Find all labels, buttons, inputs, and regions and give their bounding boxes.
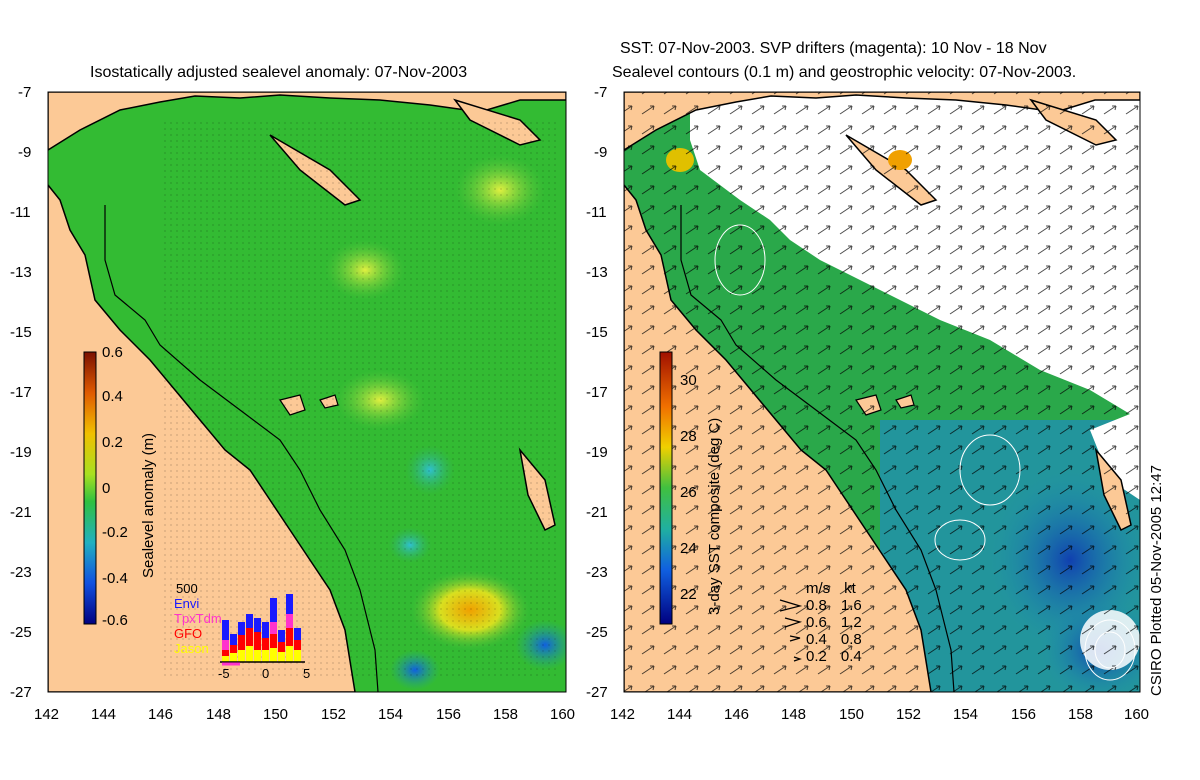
lat-tick: -21: [10, 504, 32, 521]
lat-tick: -19: [586, 444, 608, 461]
sst-colorbar-label: 3-day SST composite (deg C): [706, 417, 723, 615]
header-kt: kt: [844, 580, 856, 597]
colorbar-tick: 28: [680, 428, 697, 445]
inset-xtick: 0: [262, 666, 270, 681]
lon-tick: 156: [1011, 706, 1037, 723]
inset-xtick: -5: [218, 666, 230, 681]
lon-tick: 150: [839, 706, 865, 723]
lon-tick: 152: [896, 706, 922, 723]
lat-tick: -27: [586, 684, 608, 701]
geostrophic-velocity-arrows: [624, 92, 1140, 692]
right-map: [624, 92, 1140, 692]
lon-tick: 144: [667, 706, 693, 723]
colorbar-tick: 0.6: [102, 344, 123, 361]
lon-tick: 144: [91, 706, 117, 723]
inset-legend-gfo: GFO: [174, 626, 203, 641]
altimeter-tracks: [160, 120, 560, 680]
credit-text: CSIRO Plotted 05-Nov-2005 12:47: [1148, 465, 1165, 696]
inset-bars: [222, 594, 301, 662]
inset-legend-envi: Envi: [174, 596, 200, 611]
inset-legend-tpxtdm: TpxTdm: [174, 611, 222, 626]
left-panel-title: Isostatically adjusted sealevel anomaly:…: [90, 64, 468, 81]
lon-tick: 146: [148, 706, 174, 723]
sla-colorbar-label: Sealevel anomaly (m): [140, 432, 157, 578]
colorbar-tick: -0.6: [102, 612, 128, 629]
lon-tick: 142: [610, 706, 636, 723]
lon-tick: 158: [493, 706, 519, 723]
sst-colorbar: [659, 351, 673, 625]
lon-tick: 160: [550, 706, 576, 723]
velocity-legend: m/s kt 0.8 1.6 0.6 1.2 0.4 0.8 0.2 0.4: [806, 580, 862, 665]
lat-tick: -13: [10, 264, 32, 281]
header-ms: m/s: [806, 580, 831, 597]
lon-tick: 142: [34, 706, 60, 723]
velocity-legend-row: 0.8 1.6: [806, 597, 862, 614]
right-panel-title-line2: Sealevel contours (0.1 m) and geostrophi…: [612, 64, 1077, 81]
colorbar-tick: 30: [680, 372, 697, 389]
left-map: [48, 92, 566, 692]
sealevel-contours: [714, 224, 1136, 681]
lat-tick: -15: [10, 324, 32, 341]
lon-tick: 158: [1068, 706, 1094, 723]
lat-tick: -23: [586, 564, 608, 581]
velocity-legend-row: 0.6 1.2: [806, 614, 862, 631]
lon-tick: 150: [263, 706, 289, 723]
lat-tick: -9: [18, 144, 32, 161]
lat-tick: -17: [10, 384, 32, 401]
lon-tick: 154: [378, 706, 404, 723]
lat-tick: -21: [586, 504, 608, 521]
velocity-legend-header: m/s kt: [806, 580, 862, 597]
colorbar-tick: -0.4: [102, 570, 128, 587]
colorbar-tick: 0.4: [102, 388, 123, 405]
lon-tick: 152: [321, 706, 347, 723]
left-map-frame: [47, 91, 567, 693]
lat-tick: -27: [10, 684, 32, 701]
lon-tick: 146: [724, 706, 750, 723]
lat-tick: -13: [586, 264, 608, 281]
colorbar-tick: -0.2: [102, 524, 128, 541]
lon-tick: 156: [436, 706, 462, 723]
lat-tick: -11: [586, 204, 607, 221]
lat-tick: -15: [586, 324, 608, 341]
colorbar-tick: 22: [680, 586, 697, 603]
lat-tick: -19: [10, 444, 32, 461]
lon-tick: 148: [781, 706, 807, 723]
new-guinea-land: [48, 92, 566, 151]
lat-tick: -25: [586, 624, 608, 641]
inset-legend-jason: Jason: [174, 641, 209, 656]
right-panel-title-line1: SST: 07-Nov-2003. SVP drifters (magenta)…: [620, 40, 1047, 57]
lat-tick: -25: [10, 624, 32, 641]
colorbar-tick: 0.2: [102, 434, 123, 451]
lat-tick: -11: [10, 204, 31, 221]
colorbar-tick: 24: [680, 540, 697, 557]
velocity-legend-arrows: [779, 599, 803, 662]
lat-tick: -7: [18, 84, 32, 101]
velocity-legend-row: 0.2 0.4: [806, 648, 862, 665]
colorbar-tick: 26: [680, 484, 697, 501]
lon-tick: 160: [1124, 706, 1150, 723]
inset-ymax: 500: [176, 581, 198, 596]
lat-tick: -9: [594, 144, 608, 161]
lon-tick: 154: [953, 706, 979, 723]
colorbar-tick: 0: [102, 480, 111, 497]
sla-colorbar: [83, 351, 97, 625]
lat-tick: -23: [10, 564, 32, 581]
velocity-legend-row: 0.4 0.8: [806, 631, 862, 648]
lat-tick: -17: [586, 384, 608, 401]
lat-tick: -7: [594, 84, 608, 101]
inset-xtick: 5: [303, 666, 311, 681]
right-map-frame: [623, 91, 1141, 693]
altimeter-coverage-inset: [220, 594, 305, 666]
lon-tick: 148: [206, 706, 232, 723]
